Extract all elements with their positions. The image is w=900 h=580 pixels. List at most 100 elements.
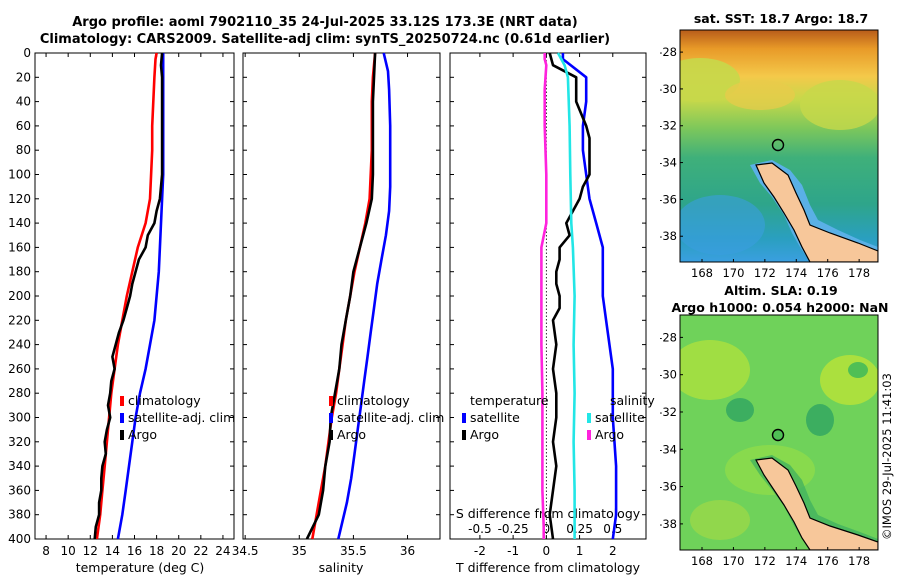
lon-tick-label: 172: [754, 554, 776, 568]
difference-series-s-satellite: [556, 52, 576, 539]
temperature-axes-frame: [34, 52, 235, 540]
y-tick-label: 120: [8, 192, 31, 206]
y-tick-label: 180: [8, 265, 31, 279]
lon-tick-label: 174: [785, 266, 807, 280]
difference-series-s-argo: [540, 53, 548, 539]
salinity-axes-frame: [242, 52, 441, 540]
s-tick-label: 0.5: [603, 522, 622, 536]
difference-series-t-argo: [548, 52, 591, 540]
x-tick-label: 14: [105, 544, 120, 558]
x-tick-label: 8: [42, 544, 50, 558]
legend-t-satellite-label: satellite: [470, 410, 520, 425]
salinity-legend-2-label: Argo: [337, 427, 366, 442]
y-tick-label: 380: [8, 508, 31, 522]
x-tick-label: 34.5: [232, 544, 259, 558]
y-tick-label: 160: [8, 240, 31, 254]
y-tick-label: 280: [8, 386, 31, 400]
temperature-series-satellite-adj-clim: [116, 53, 165, 540]
lon-tick-label: 168: [691, 266, 713, 280]
x-tick-label: 35: [292, 544, 307, 558]
lon-tick-label: 170: [722, 554, 744, 568]
temperature-legend-1-label: satellite-adj. clim: [128, 410, 235, 425]
lat-tick-label: -36: [660, 480, 677, 494]
sla-map-title2: Argo h1000: 0.054 h2000: NaN: [671, 300, 889, 315]
legend-temperature-title: temperature: [470, 393, 549, 408]
lon-tick-label: 168: [691, 554, 713, 568]
y-tick-label: 320: [8, 435, 31, 449]
new-zealand-land-1: [755, 162, 878, 262]
temperature-xlabel: temperature (deg C): [76, 560, 205, 575]
lat-tick-label: -38: [660, 229, 677, 243]
lat-tick-label: -38: [660, 517, 677, 531]
s-difference-label: S difference from climatology: [456, 506, 641, 521]
t-difference-xlabel: T difference from climatology: [455, 560, 641, 575]
y-tick-label: 100: [8, 168, 31, 182]
x-tick-label: 2: [609, 544, 617, 558]
y-tick-label: 360: [8, 483, 31, 497]
temperature-series-argo: [93, 52, 164, 540]
lat-tick-label: -28: [660, 330, 677, 344]
imos-credit: ©IMOS 29-Jul-2025 11:41:03: [880, 373, 894, 540]
new-zealand-land-2: [755, 457, 878, 550]
x-tick-label: 22: [193, 544, 208, 558]
x-tick-label: -2: [474, 544, 486, 558]
salinity-series-climatology: [311, 52, 377, 540]
x-tick-label: 10: [61, 544, 76, 558]
lat-tick-label: -36: [660, 192, 677, 206]
y-tick-label: 260: [8, 362, 31, 376]
figure-title-line1: Argo profile: aoml 7902110_35 24-Jul-202…: [72, 15, 578, 30]
salinity-xlabel: salinity: [319, 560, 364, 575]
salinity-legend-1-label: satellite-adj. clim: [337, 410, 444, 425]
lon-tick-label: 170: [722, 266, 744, 280]
lat-tick-label: -28: [660, 45, 677, 59]
profile-plots: temperature (deg C) 8 10 12 14 16 18 20 22 24020…: [8, 46, 655, 575]
lon-tick-label: 176: [817, 554, 839, 568]
sst-map: 168 170 172 174 176 178 -28 -30 -32 -34 -36 -38: [660, 29, 879, 280]
lon-tick-label: 178: [848, 266, 870, 280]
figure-title-line2: Climatology: CARS2009. Satellite-adj cli…: [39, 32, 611, 47]
lon-tick-label: 176: [817, 266, 839, 280]
sla-map-frame: [679, 314, 879, 551]
y-tick-label: 20: [16, 70, 31, 84]
legend-salinity-title: salinity: [610, 393, 655, 408]
s-tick-label: -0.5: [468, 522, 491, 536]
lat-tick-label: -34: [660, 442, 677, 456]
salinity-panel: salinity 34.5 35 35.5 36 climatology satellit…: [232, 52, 444, 575]
x-tick-label: 20: [171, 544, 186, 558]
temperature-legend-2-label: Argo: [128, 427, 157, 442]
y-tick-label: 400: [8, 532, 31, 546]
salinity-series-argo: [305, 52, 377, 540]
x-tick-label: 24: [215, 544, 230, 558]
s-tick-label: 0: [543, 522, 551, 536]
y-tick-label: 340: [8, 459, 31, 473]
lon-tick-label: 178: [848, 554, 870, 568]
x-tick-label: 0: [543, 544, 551, 558]
argo-location-marker-sla: [771, 428, 785, 442]
y-tick-label: 60: [16, 119, 31, 133]
temperature-legend-0-label: climatology: [128, 393, 201, 408]
y-tick-label: 140: [8, 216, 31, 230]
x-tick-label: 36: [400, 544, 415, 558]
y-tick-label: 80: [16, 143, 31, 157]
x-tick-label: 18: [149, 544, 164, 558]
lat-tick-label: -30: [660, 368, 677, 382]
argo-location-marker-sst: [771, 138, 785, 152]
sla-map: 168 170 172 174 176 178 -28 -30 -32 -34 -36 -38: [660, 314, 879, 568]
y-tick-label: 0: [23, 46, 31, 60]
y-tick-label: 40: [16, 95, 31, 109]
legend-s-argo-label: Argo: [595, 427, 624, 442]
x-tick-label: 12: [83, 544, 98, 558]
temperature-series-climatology: [95, 52, 158, 540]
y-tick-label: 240: [8, 338, 31, 352]
y-tick-label: 200: [8, 289, 31, 303]
y-tick-label: 220: [8, 313, 31, 327]
sla-map-title1: Altim. SLA: 0.19: [724, 283, 838, 298]
lon-tick-label: 172: [754, 266, 776, 280]
difference-series-t-satellite: [561, 53, 618, 540]
x-tick-label: 1: [576, 544, 584, 558]
legend-s-satellite-label: satellite: [595, 410, 645, 425]
sst-map-frame: [679, 29, 879, 263]
lat-tick-label: -32: [660, 119, 677, 133]
lat-tick-label: -32: [660, 405, 677, 419]
s-tick-label: -0.25: [498, 522, 529, 536]
